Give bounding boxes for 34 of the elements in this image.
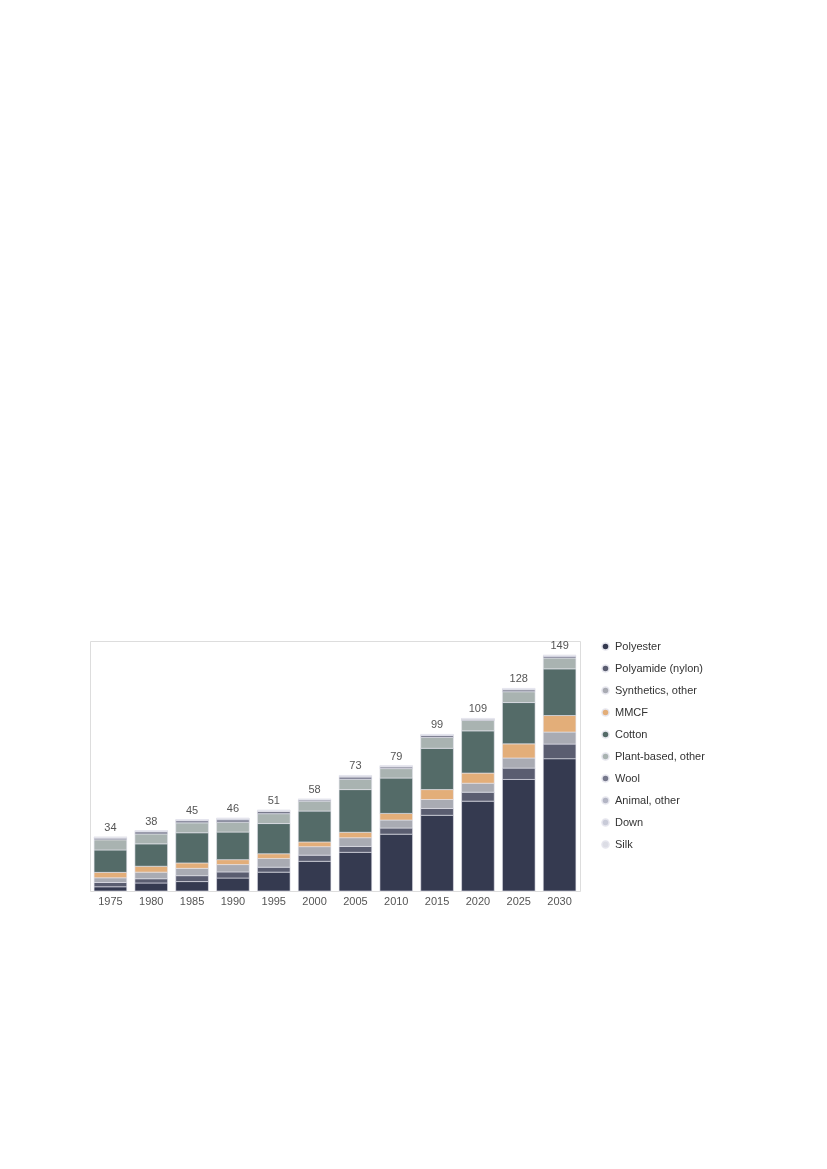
annotation: 34 (104, 820, 117, 833)
annotation: 45 (185, 803, 199, 816)
annotation: 38 (145, 814, 158, 827)
legend-label: Polyamide (nylon) (615, 661, 704, 674)
x-tick-label: 2030 (547, 894, 572, 907)
legend-label: MMCF (615, 705, 649, 718)
legend-label: Synthetics, other (615, 683, 698, 696)
annotation: 79 (390, 749, 403, 762)
annotation: 149 (550, 639, 569, 652)
annotation: 109 (468, 702, 488, 715)
legend-label: Polyester (615, 639, 662, 652)
x-tick-label: 1990 (220, 894, 246, 907)
x-tick-label: 1980 (139, 894, 164, 907)
x-tick-label: 2010 (384, 894, 409, 907)
legend-label: Down (615, 815, 644, 828)
legend-label: Silk (615, 837, 634, 850)
legend-label: Wool (615, 771, 640, 784)
x-tick-label: 1995 (261, 894, 286, 907)
annotation: 46 (226, 802, 240, 815)
x-tick-label: 2020 (465, 894, 491, 907)
annotation: 99 (430, 718, 444, 731)
x-tick-label: 2015 (424, 894, 450, 907)
legend-label: Animal, other (615, 793, 681, 806)
annotation: 73 (349, 759, 362, 772)
x-tick-label: 1985 (179, 894, 205, 907)
legend-label: Plant-based, other (615, 749, 706, 762)
x-tick-label: 1975 (98, 894, 123, 907)
annotation: 58 (308, 783, 321, 796)
x-tick-label: 2025 (506, 894, 531, 907)
annotation: 51 (267, 794, 280, 807)
x-tick-label: 2000 (302, 894, 327, 907)
annotation: 128 (509, 672, 528, 685)
x-tick-label: 2005 (343, 894, 368, 907)
legend-label: Cotton (615, 727, 648, 740)
